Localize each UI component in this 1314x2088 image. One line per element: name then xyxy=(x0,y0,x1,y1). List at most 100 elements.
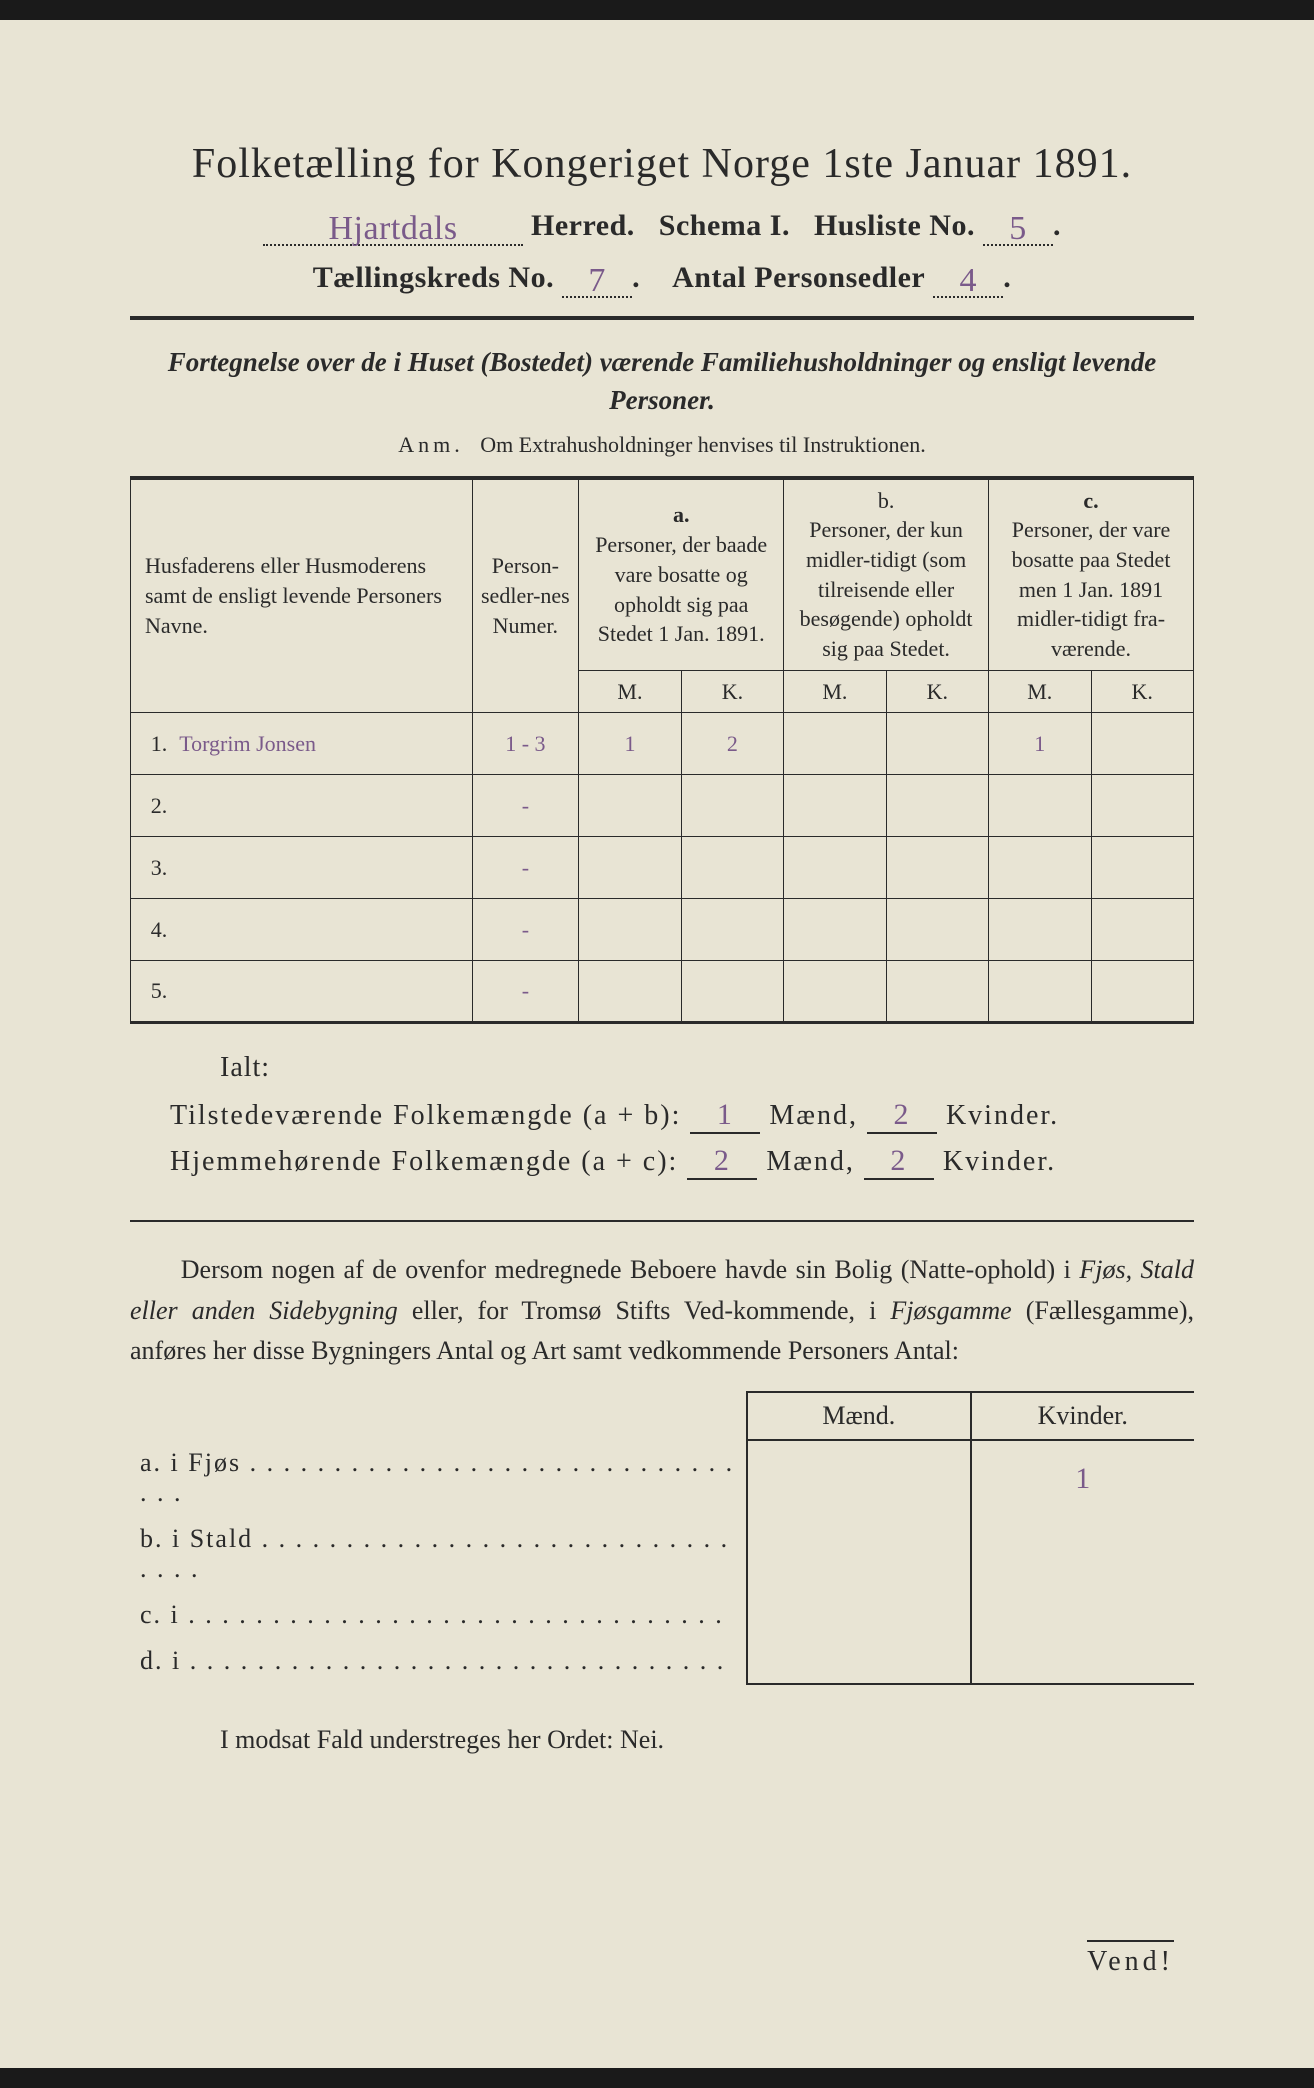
total-ab-k: 2 xyxy=(893,1098,910,1131)
row-c-k xyxy=(1091,775,1194,837)
row-c-m xyxy=(989,775,1091,837)
col-b-m: M. xyxy=(784,670,886,713)
row-c-k xyxy=(1091,837,1194,899)
row-numer: 1 - 3 xyxy=(472,713,579,775)
col-c-k: K. xyxy=(1091,670,1194,713)
row-b-m xyxy=(784,713,886,775)
col-header-numer: Person-sedler-nes Numer. xyxy=(472,478,579,713)
row-a-k: 2 xyxy=(681,713,783,775)
row-number: 2. xyxy=(131,775,174,837)
sub-row-m xyxy=(747,1440,970,1516)
row-a-m: 1 xyxy=(579,713,681,775)
table-row: 2. - xyxy=(131,775,1194,837)
table-row: 1.Torgrim Jonsen1 - 3121 xyxy=(131,713,1194,775)
col-a-k: K. xyxy=(681,670,783,713)
table-row: 5. - xyxy=(131,961,1194,1023)
sub-row-label: c. i xyxy=(130,1592,747,1638)
vend-label: Vend! xyxy=(1087,1940,1174,1978)
husliste-label: Husliste No. xyxy=(814,209,975,242)
row-b-k xyxy=(886,713,988,775)
total-ac-m: 2 xyxy=(714,1144,731,1177)
row-c-k xyxy=(1091,961,1194,1023)
row-c-m xyxy=(989,837,1091,899)
sub-row: d. i xyxy=(130,1638,1194,1684)
sub-row-k xyxy=(971,1638,1194,1684)
table-row: 3. - xyxy=(131,837,1194,899)
row-number: 5. xyxy=(131,961,174,1023)
sub-row-m xyxy=(747,1592,970,1638)
divider-2 xyxy=(130,1220,1194,1222)
sub-row: b. i Stald xyxy=(130,1516,1194,1592)
header-line-3: Tællingskreds No. 7. Antal Personsedler … xyxy=(130,258,1194,298)
sub-row-label: d. i xyxy=(130,1638,747,1684)
sub-col-kvinder: Kvinder. xyxy=(971,1392,1194,1440)
anm-label: Anm. xyxy=(398,432,464,457)
row-c-m xyxy=(989,961,1091,1023)
sub-row-k xyxy=(971,1516,1194,1592)
header-line-2: Hjartdals Herred. Schema I. Husliste No.… xyxy=(130,206,1194,246)
row-number: 4. xyxy=(131,899,174,961)
row-b-k xyxy=(886,961,988,1023)
sub-row-m xyxy=(747,1516,970,1592)
row-c-k xyxy=(1091,713,1194,775)
row-name xyxy=(173,775,472,837)
total-ab-m: 1 xyxy=(717,1098,734,1131)
schema-label: Schema I. xyxy=(659,209,790,242)
divider xyxy=(130,316,1194,320)
herred-label: Herred. xyxy=(531,209,635,242)
col-header-a: a.Personer, der baade vare bosatte og op… xyxy=(579,478,784,671)
row-numer: - xyxy=(472,961,579,1023)
husliste-value: 5 xyxy=(1009,210,1027,247)
row-b-m xyxy=(784,837,886,899)
main-table: Husfaderens eller Husmoderens samt de en… xyxy=(130,476,1194,1025)
row-numer: - xyxy=(472,775,579,837)
row-a-m xyxy=(579,837,681,899)
row-name xyxy=(173,899,472,961)
row-b-k xyxy=(886,775,988,837)
row-name: Torgrim Jonsen xyxy=(173,713,472,775)
census-form-page: Folketælling for Kongeriget Norge 1ste J… xyxy=(0,20,1314,2068)
antal-label: Antal Personsedler xyxy=(672,261,925,294)
annotation-line: Anm. Om Extrahusholdninger henvises til … xyxy=(130,432,1194,458)
table-row: 4. - xyxy=(131,899,1194,961)
row-b-m xyxy=(784,775,886,837)
row-number: 1. xyxy=(131,713,174,775)
ialt-label: Ialt: xyxy=(220,1052,1194,1084)
row-a-m xyxy=(579,961,681,1023)
sub-row-label: a. i Fjøs xyxy=(130,1440,747,1516)
row-a-k xyxy=(681,775,783,837)
subtitle: Fortegnelse over de i Huset (Bostedet) v… xyxy=(130,344,1194,420)
sub-col-maend: Mænd. xyxy=(747,1392,970,1440)
kreds-value: 7 xyxy=(588,262,606,299)
col-c-m: M. xyxy=(989,670,1091,713)
antal-value: 4 xyxy=(959,262,977,299)
row-c-m: 1 xyxy=(989,713,1091,775)
totals-line-2: Hjemmehørende Folkemængde (a + c): 2 Mæn… xyxy=(170,1144,1194,1180)
paragraph: Dersom nogen af de ovenfor medregnede Be… xyxy=(130,1250,1194,1371)
row-a-m xyxy=(579,775,681,837)
sub-row-k xyxy=(971,1592,1194,1638)
col-header-b: b.Personer, der kun midler-tidigt (som t… xyxy=(784,478,989,671)
col-header-name: Husfaderens eller Husmoderens samt de en… xyxy=(131,478,473,713)
col-a-m: M. xyxy=(579,670,681,713)
total-ac-k: 2 xyxy=(890,1144,907,1177)
sub-table: Mænd. Kvinder. a. i Fjøs 1 b. i Staldc. id… xyxy=(130,1391,1194,1685)
sub-row: a. i Fjøs 1 xyxy=(130,1440,1194,1516)
sub-row-m xyxy=(747,1638,970,1684)
row-numer: - xyxy=(472,899,579,961)
sub-row: c. i xyxy=(130,1592,1194,1638)
anm-text: Om Extrahusholdninger henvises til Instr… xyxy=(480,432,925,457)
totals-line-1: Tilstedeværende Folkemængde (a + b): 1 M… xyxy=(170,1098,1194,1134)
row-b-k xyxy=(886,837,988,899)
row-numer: - xyxy=(472,837,579,899)
row-a-k xyxy=(681,899,783,961)
page-title: Folketælling for Kongeriget Norge 1ste J… xyxy=(130,140,1194,188)
herred-value: Hjartdals xyxy=(328,210,457,247)
row-number: 3. xyxy=(131,837,174,899)
sub-row-k: 1 xyxy=(971,1440,1194,1516)
row-a-k xyxy=(681,837,783,899)
row-a-m xyxy=(579,899,681,961)
sub-row-label: b. i Stald xyxy=(130,1516,747,1592)
row-b-k xyxy=(886,899,988,961)
row-name xyxy=(173,961,472,1023)
